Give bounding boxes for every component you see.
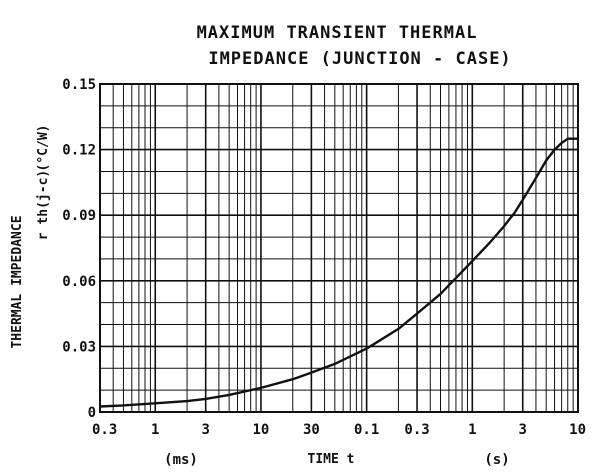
x-unit-s: (s)	[484, 452, 509, 468]
x-unit-ms: (ms)	[164, 452, 198, 468]
x-tick-label: 3	[519, 422, 527, 438]
x-tick-label: 10	[253, 422, 270, 438]
x-tick-labels: 0.3 1 3 10 30 0.1 0.3 1 3 10	[92, 422, 586, 438]
y-tick-label: 0.15	[62, 77, 96, 93]
chart-title-line-1: MAXIMUM TRANSIENT THERMAL	[197, 23, 478, 43]
x-tick-label: 0.3	[404, 422, 429, 438]
x-tick-label: 30	[303, 422, 320, 438]
chart-title-line-2: IMPEDANCE (JUNCTION - CASE)	[208, 49, 511, 69]
x-axis-label: TIME t	[308, 452, 355, 467]
x-tick-label: 1	[151, 422, 159, 438]
y-tick-label: 0.12	[62, 143, 96, 159]
y-axis-label: THERMAL IMPEDANCE	[10, 215, 25, 348]
minor-grid	[100, 84, 578, 412]
x-tick-label: 3	[201, 422, 209, 438]
x-tick-label: 0.3	[92, 422, 117, 438]
thermal-impedance-curve	[99, 137, 578, 408]
x-tick-label: 0.1	[354, 422, 379, 438]
y-axis-symbol: r th(j-c)	[36, 170, 51, 240]
y-tick-label: 0.09	[62, 208, 96, 224]
y-tick-label: 0.06	[62, 274, 96, 290]
y-axis-unit: (°C/W)	[36, 125, 51, 172]
y-tick-label: 0	[88, 405, 96, 421]
y-tick-labels: 0 0.03 0.06 0.09 0.12 0.15	[62, 77, 96, 421]
x-tick-label: 10	[569, 422, 586, 438]
x-tick-label: 1	[468, 422, 476, 438]
plot-frame	[99, 83, 579, 413]
y-tick-label: 0.03	[62, 339, 96, 355]
